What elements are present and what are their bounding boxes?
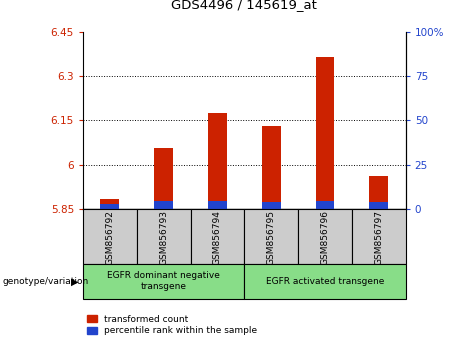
Text: GSM856794: GSM856794 xyxy=(213,210,222,265)
Text: EGFR activated transgene: EGFR activated transgene xyxy=(266,277,384,286)
FancyBboxPatch shape xyxy=(352,209,406,264)
FancyBboxPatch shape xyxy=(83,209,137,264)
FancyBboxPatch shape xyxy=(137,209,190,264)
Bar xyxy=(316,57,334,209)
Bar xyxy=(369,202,388,209)
Bar xyxy=(208,201,227,209)
Bar xyxy=(208,113,227,209)
Text: GSM856797: GSM856797 xyxy=(374,210,383,265)
Text: ▶: ▶ xyxy=(71,276,78,286)
Bar xyxy=(154,201,173,209)
Bar xyxy=(100,199,119,209)
Text: GSM856796: GSM856796 xyxy=(320,210,330,265)
Text: GDS4496 / 145619_at: GDS4496 / 145619_at xyxy=(171,0,317,11)
Text: GSM856792: GSM856792 xyxy=(106,210,114,265)
Bar xyxy=(262,202,281,209)
Text: genotype/variation: genotype/variation xyxy=(2,277,89,286)
Bar xyxy=(100,204,119,209)
FancyBboxPatch shape xyxy=(190,209,244,264)
Text: EGFR dominant negative
transgene: EGFR dominant negative transgene xyxy=(107,272,220,291)
FancyBboxPatch shape xyxy=(244,209,298,264)
Bar xyxy=(369,176,388,209)
Bar xyxy=(262,126,281,209)
Bar xyxy=(154,148,173,209)
Text: GSM856795: GSM856795 xyxy=(267,210,276,265)
Text: GSM856793: GSM856793 xyxy=(159,210,168,265)
Legend: transformed count, percentile rank within the sample: transformed count, percentile rank withi… xyxy=(88,315,257,335)
FancyBboxPatch shape xyxy=(83,264,244,299)
FancyBboxPatch shape xyxy=(298,209,352,264)
FancyBboxPatch shape xyxy=(244,264,406,299)
Bar xyxy=(316,201,334,209)
